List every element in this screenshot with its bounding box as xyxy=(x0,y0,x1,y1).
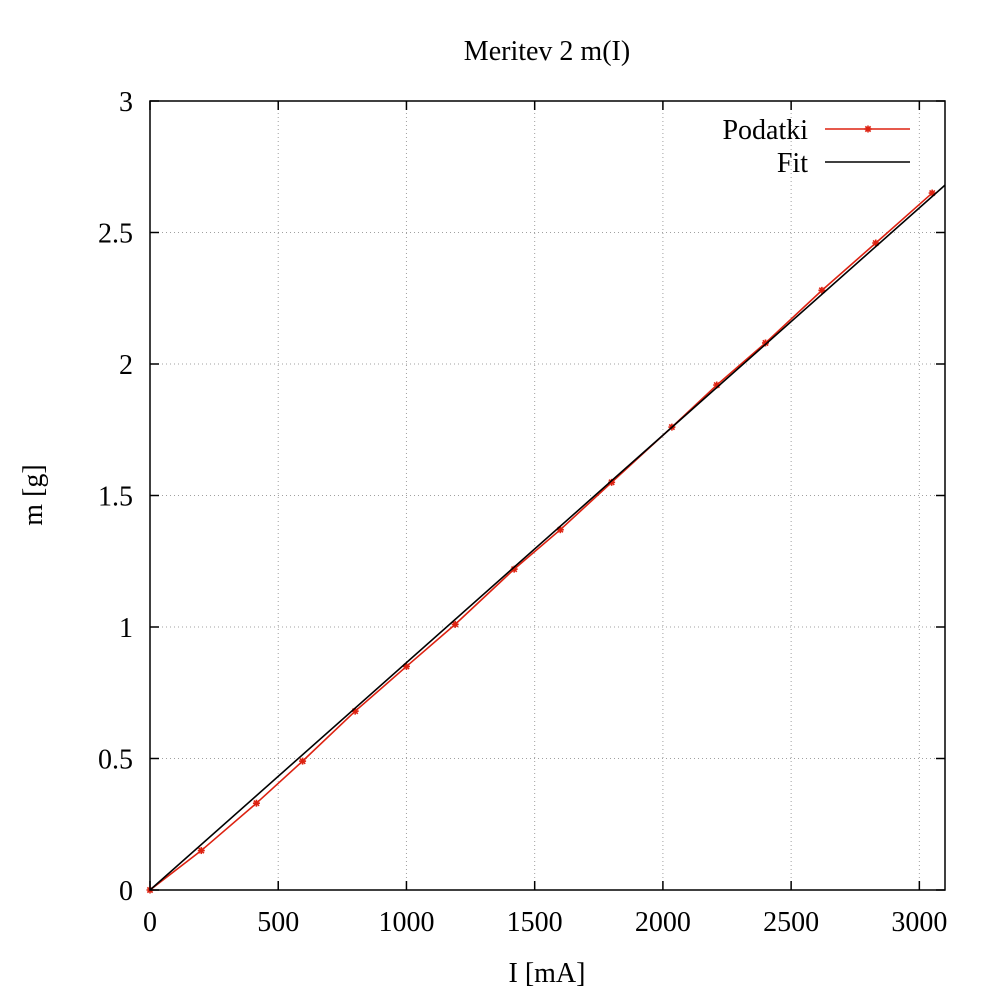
y-axis-label: m [g] xyxy=(18,464,49,525)
grid-lines xyxy=(150,101,945,890)
plot-frame xyxy=(149,100,946,891)
series-line-fit xyxy=(149,184,946,891)
data-point xyxy=(252,799,260,807)
x-axis-label: I [mA] xyxy=(509,958,586,989)
series-line-podatki xyxy=(149,192,933,891)
y-tick-label: 2 xyxy=(119,350,133,381)
data-point xyxy=(451,620,459,628)
x-tick-label: 2500 xyxy=(763,907,819,938)
y-tick-label: 0 xyxy=(119,876,133,907)
x-tick-label: 500 xyxy=(257,907,299,938)
axis-ticks: 0 500 1000 1500 2000 2500 3000 0 0.5 1 1.5 2 2.5 3 xyxy=(98,87,947,938)
x-tick-label: 2000 xyxy=(635,907,691,938)
data-point xyxy=(818,286,826,294)
legend-marker xyxy=(864,125,872,133)
y-tick-label: 1 xyxy=(119,613,133,644)
data-point xyxy=(872,239,880,247)
data-point xyxy=(197,847,205,855)
legend-label-podatki: Podatki xyxy=(722,115,808,146)
y-tick-label: 2.5 xyxy=(98,219,133,250)
y-tick-label: 0.5 xyxy=(98,745,133,776)
x-tick-label: 0 xyxy=(143,907,157,938)
x-tick-label: 3000 xyxy=(891,907,947,938)
x-tick-label: 1500 xyxy=(507,907,563,938)
y-tick-label: 1.5 xyxy=(98,482,133,513)
y-tick-label: 3 xyxy=(119,87,133,118)
plot-series xyxy=(146,184,946,894)
x-tick-label: 1000 xyxy=(378,907,434,938)
data-point xyxy=(299,757,307,765)
legend-label-fit: Fit xyxy=(777,148,808,179)
chart-title: Meritev 2 m(I) xyxy=(464,36,630,67)
